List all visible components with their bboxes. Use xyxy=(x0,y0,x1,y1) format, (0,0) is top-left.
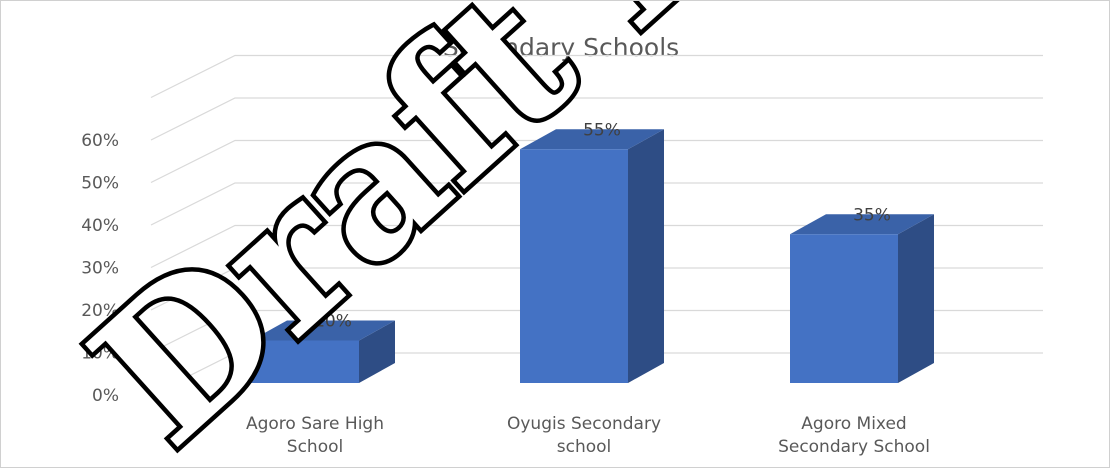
gridline xyxy=(150,352,1043,396)
gridline xyxy=(150,309,1043,354)
bar-top xyxy=(790,214,934,235)
y-tick-label: 40% xyxy=(81,216,119,236)
data-labels: 10% 55% 35% xyxy=(314,120,891,331)
y-tick-label: 10% xyxy=(81,344,119,364)
bar-side xyxy=(628,129,664,383)
bar-side xyxy=(898,214,934,383)
bar xyxy=(520,149,628,383)
y-axis-ticks: 0% 10% 20% 30% 40% 50% 60% xyxy=(81,131,119,406)
y-tick-label: 0% xyxy=(92,386,119,406)
gridline xyxy=(150,182,1043,226)
data-label: 55% xyxy=(583,120,621,140)
gridline xyxy=(150,267,1043,311)
bar xyxy=(790,234,898,383)
bar xyxy=(251,340,359,383)
category-label: Oyugis Secondary xyxy=(507,414,661,434)
category-label: school xyxy=(557,437,612,457)
category-labels: Agoro Sare High School Oyugis Secondary sch… xyxy=(246,414,930,457)
category-label: Agoro Mixed xyxy=(801,414,906,434)
gridline xyxy=(150,139,1043,184)
y-tick-label: 30% xyxy=(81,259,119,279)
data-label: 35% xyxy=(853,205,891,225)
chart-title: Secondary Schools xyxy=(443,33,679,62)
gridline xyxy=(150,224,1043,269)
category-label: Secondary School xyxy=(778,437,930,457)
y-tick-label: 20% xyxy=(81,301,119,321)
bar-top xyxy=(520,129,664,150)
category-label: School xyxy=(287,437,343,457)
bar-side xyxy=(359,320,395,383)
gridline xyxy=(150,54,1043,99)
category-label: Agoro Sare High xyxy=(246,414,384,434)
y-tick-label: 60% xyxy=(81,131,119,151)
bar-top xyxy=(251,320,395,341)
gridline xyxy=(150,97,1043,141)
bars xyxy=(251,129,934,383)
y-tick-label: 50% xyxy=(81,174,119,194)
data-label: 10% xyxy=(314,312,352,332)
gridlines xyxy=(150,54,1043,396)
